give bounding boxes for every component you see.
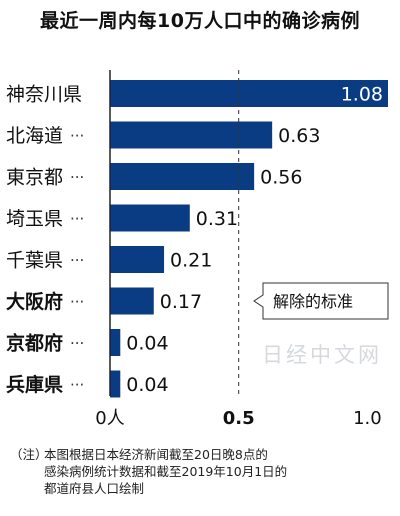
category-label: 京都府 — [6, 332, 63, 355]
leader-dots: ··· — [70, 210, 84, 228]
value-label: 0.17 — [160, 291, 202, 313]
footnote-line-3: 都道府县人口绘制 — [44, 481, 145, 496]
callout-label: 解除的标准 — [273, 292, 353, 311]
chart-title: 最近一周内每10万人口中的确诊病例 — [40, 10, 360, 32]
bar — [110, 246, 165, 273]
value-label: 0.04 — [126, 333, 168, 355]
bar — [110, 287, 154, 315]
leader-dots: ··· — [70, 252, 84, 270]
callout-box — [253, 282, 389, 320]
leader-dots: ··· — [70, 127, 84, 145]
category-label: 北海道 — [6, 125, 63, 147]
x-tick-label: 1.0 — [353, 408, 382, 429]
category-label: 東京都 — [6, 167, 63, 189]
footnote-line-2: 感染病例统计数据和截至2019年10月1日的 — [44, 464, 288, 479]
x-tick-label: 0人 — [95, 408, 124, 429]
watermark-text: 日经中文网 — [262, 343, 382, 367]
bar — [110, 80, 388, 107]
footnote-line-1: 本图根据日本经济新闻截至20日晚8点的 — [44, 447, 268, 462]
value-label: 0.63 — [278, 125, 320, 147]
footnote: （注） 本图根据日本经济新闻截至20日晚8点的 感染病例统计数据和截至2019年… — [10, 446, 394, 497]
reference-callout: 解除的标准 — [253, 282, 389, 320]
bar — [110, 370, 121, 398]
value-label: 0.04 — [126, 374, 168, 396]
leader-dots: ··· — [70, 335, 84, 353]
category-label: 埼玉県 — [6, 208, 63, 230]
category-label: 神奈川県 — [6, 84, 82, 106]
footnote-lead: （注） — [10, 447, 48, 462]
value-label: 0.56 — [260, 167, 302, 189]
category-label: 大阪府 — [6, 290, 63, 313]
value-label: 0.21 — [170, 250, 212, 272]
value-label: 0.31 — [196, 208, 238, 230]
bar — [110, 204, 190, 232]
category-label: 兵庫県 — [6, 373, 63, 396]
leader-dots: ··· — [70, 376, 84, 394]
bar — [110, 329, 121, 356]
leader-dots: ··· — [70, 293, 84, 311]
category-label: 千葉県 — [6, 250, 63, 272]
value-label: 1.08 — [341, 84, 383, 106]
bar — [110, 163, 255, 190]
x-tick-label: 0.5 — [223, 408, 255, 429]
bar — [110, 121, 273, 149]
leader-dots: ··· — [70, 169, 84, 187]
